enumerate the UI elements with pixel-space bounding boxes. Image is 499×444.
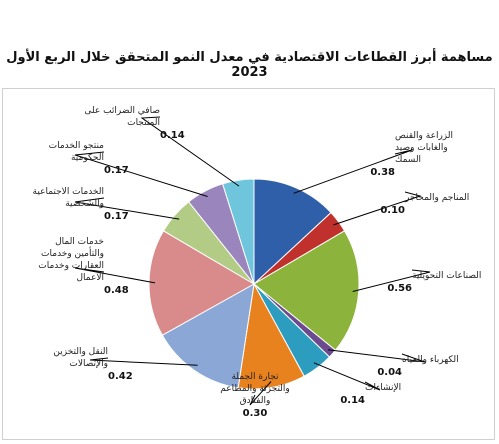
leader-line <box>74 151 208 197</box>
leader-line <box>333 191 422 226</box>
leader-line <box>352 269 431 292</box>
leader-line <box>74 267 156 284</box>
slice-label: الكهرباء والمياه <box>402 355 459 365</box>
pie-slice <box>161 283 255 389</box>
pie-slice <box>148 230 256 336</box>
slice-label: الخدمات الاجتماعية <box>33 187 104 197</box>
leader-line <box>327 349 426 363</box>
leader-line <box>313 362 381 391</box>
slice-label: الاعمال <box>77 273 105 283</box>
pie-slice <box>222 178 255 285</box>
slice-label: تجارة الجملة <box>231 372 279 382</box>
leader-line <box>74 197 180 220</box>
slice-label: والإتصالات <box>69 359 108 369</box>
slice-value-label: 0.04 <box>377 367 402 378</box>
slice-value-label: 0.14 <box>340 395 365 406</box>
chart-title: مساهمة أبرز القطاعات الاقتصادية في معدل … <box>6 50 493 80</box>
slice-label: النقل والتخزين <box>53 347 108 357</box>
slice-value-label: 0.14 <box>160 130 185 141</box>
slice-value-label: 0.17 <box>104 211 129 222</box>
leader-line <box>140 116 240 187</box>
slice-value-label: 0.17 <box>104 165 129 176</box>
slice-label: الإنشاءات <box>365 383 401 393</box>
slice-label: الزراعة والقنص <box>395 131 453 141</box>
pie-slice <box>253 178 332 286</box>
slice-value-label: 0.10 <box>380 205 405 216</box>
slices-group <box>148 178 360 390</box>
slice-label: العقارات وخدمات <box>38 261 104 271</box>
slice-label: والفنادق <box>240 396 271 406</box>
slice-label: المناجم والمحاجر <box>404 193 469 203</box>
leader-line <box>89 357 198 366</box>
slice-value-label: 0.30 <box>243 408 268 419</box>
slice-label: والشخصية <box>65 199 104 209</box>
slice-value-label: 0.56 <box>387 283 412 294</box>
leader-line <box>293 149 413 194</box>
slice-label: الحكومية <box>71 153 104 163</box>
slice-label: خدمات المال <box>55 237 104 247</box>
slice-value-label: 0.38 <box>370 167 395 178</box>
slice-label: الصناعات التحويلية <box>412 271 481 281</box>
slice-label: السمك <box>395 155 421 165</box>
slice-label: والغابات وصيد <box>395 143 448 153</box>
slice-value-label: 0.48 <box>104 285 129 296</box>
slice-label: صافي الضرائب على <box>84 106 160 116</box>
slice-label: المنتجات <box>127 118 160 128</box>
slice-label: منتجو الخدمات <box>49 141 105 151</box>
leader-line <box>249 381 272 406</box>
slice-label: والتأمين وخدمات <box>41 246 104 259</box>
pie-slice <box>253 230 360 351</box>
slice-label: والتجزئة والمطاعم <box>220 384 290 394</box>
slice-value-label: 0.42 <box>108 371 133 382</box>
